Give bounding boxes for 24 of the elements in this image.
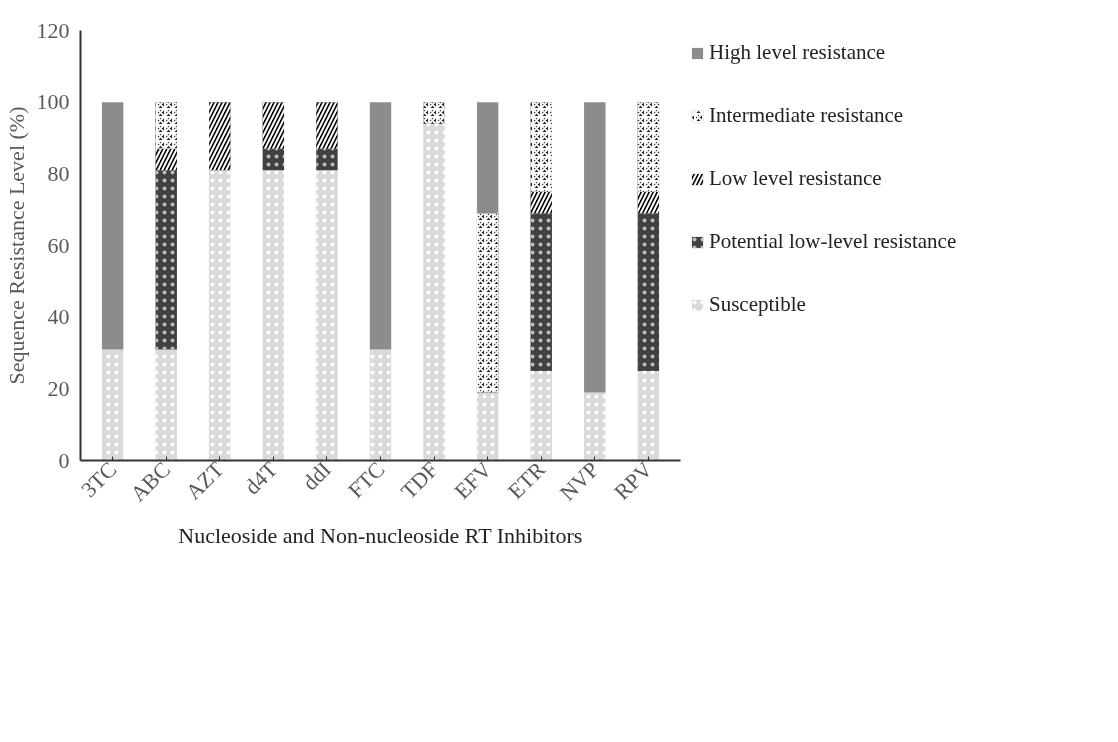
x-tick-label: ETR <box>502 456 551 504</box>
x-tick-label: ddI <box>297 456 336 496</box>
y-tick-label: 0 <box>58 447 70 473</box>
x-axis-title: Nucleoside and Non-nucleoside RT Inhibitors <box>178 523 583 549</box>
legend-label: High level resistance <box>709 40 886 65</box>
legend-label: Low level resistance <box>709 166 882 191</box>
y-tick-label: 80 <box>47 160 70 186</box>
y-tick-label: 60 <box>47 232 70 258</box>
legend-label: Potential low-level resistance <box>709 229 957 254</box>
x-tick-label: 3TC <box>76 456 122 502</box>
x-tick-label: d4T <box>239 456 283 500</box>
bar <box>101 102 124 350</box>
x-tick-label: FTC <box>343 456 390 503</box>
y-tick-label: 20 <box>47 375 70 401</box>
bar <box>476 102 499 214</box>
y-tick-label: 120 <box>36 17 70 43</box>
y-axis-title: Sequence Resistance Level (%) <box>3 106 29 385</box>
bar <box>584 102 606 393</box>
y-tick-label: 100 <box>36 89 70 115</box>
x-tick-label: TDF <box>395 456 443 504</box>
y-tick-label: 40 <box>47 304 70 330</box>
legend-label: Susceptible <box>709 292 806 317</box>
legend-label: Intermediate resistance <box>709 103 904 128</box>
bar <box>369 102 392 350</box>
